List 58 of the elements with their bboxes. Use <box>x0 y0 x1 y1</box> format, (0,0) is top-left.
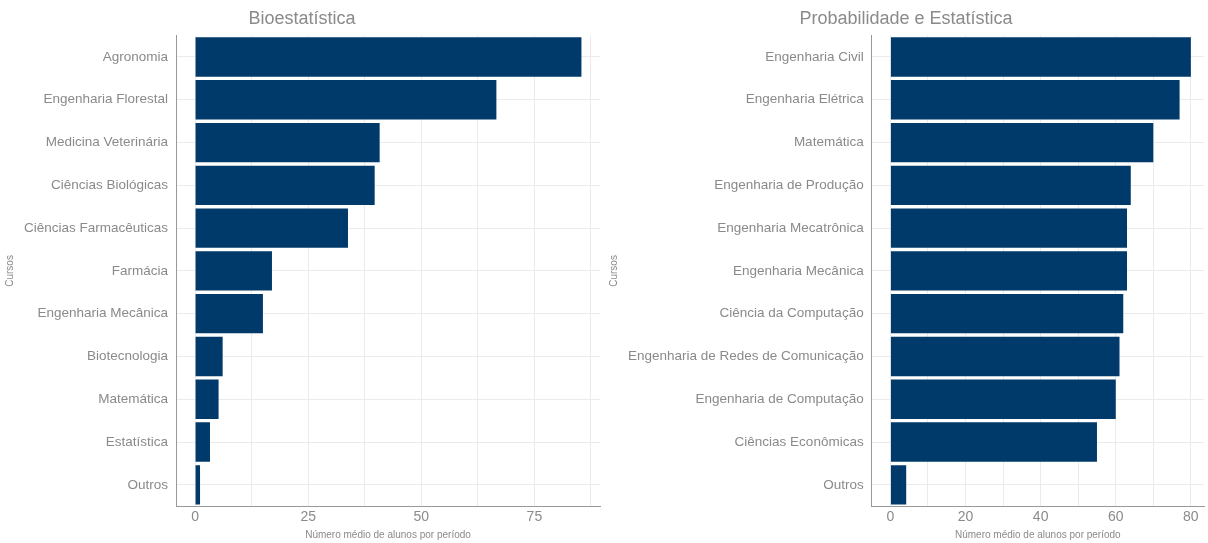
bar <box>890 251 1128 291</box>
y-tick-label: Matemática <box>793 134 865 150</box>
y-axis-title: Cursos <box>607 255 619 287</box>
bar <box>890 208 1128 248</box>
y-tick-label: Engenharia de Redes de Comunicação <box>627 348 864 364</box>
y-tick-label: Medicina Veterinária <box>45 134 169 150</box>
x-tick-label: 75 <box>526 508 543 525</box>
y-tick-label: Engenharia Mecatrônica <box>717 219 865 235</box>
bar <box>890 336 1120 377</box>
y-tick-label: Ciência da Computação <box>719 305 864 321</box>
bar <box>195 165 375 206</box>
y-tick-label: Ciências Econômicas <box>734 433 864 449</box>
y-tick-label: Engenharia de Computação <box>695 390 864 406</box>
x-tick-label: 20 <box>957 508 974 525</box>
bar <box>890 37 1191 77</box>
x-tick-label: 0 <box>191 508 200 525</box>
y-axis-title: Cursos <box>3 255 15 287</box>
bar <box>195 379 219 419</box>
chart-title: Bioestatística <box>248 7 357 28</box>
y-tick-label: Outros <box>127 476 169 492</box>
y-tick-label: Matemática <box>98 390 169 406</box>
bar <box>890 422 1097 462</box>
bar <box>195 37 582 77</box>
x-tick-label: 40 <box>1032 508 1049 525</box>
y-tick-label: Outros <box>823 476 864 492</box>
bar <box>890 294 1124 334</box>
y-tick-label: Engenharia de Produção <box>714 177 864 193</box>
bar <box>890 122 1154 163</box>
y-tick-label: Engenharia Mecânica <box>37 305 169 321</box>
y-tick-label: Engenharia Civil <box>765 48 864 64</box>
y-tick-label: Ciências Farmacêuticas <box>23 219 169 235</box>
y-tick-label: Agronomia <box>102 48 169 64</box>
bar <box>195 122 380 163</box>
y-tick-label: Engenharia Elétrica <box>745 91 865 107</box>
bar <box>890 80 1180 120</box>
x-axis-title: Número médio de alunos por período <box>955 528 1122 540</box>
bar <box>890 465 907 505</box>
y-tick-label: Biotecnologia <box>86 348 169 364</box>
bar <box>890 379 1116 419</box>
bar <box>195 80 497 120</box>
y-tick-label: Farmácia <box>111 262 169 278</box>
chart-title: Probabilidade e Estatística <box>799 7 1014 28</box>
y-tick-label: Estatística <box>105 433 169 449</box>
bar <box>195 294 263 334</box>
x-tick-label: 80 <box>1183 508 1199 525</box>
y-tick-label: Engenharia Florestal <box>43 91 169 107</box>
x-tick-label: 0 <box>886 508 895 525</box>
x-tick-label: 50 <box>413 508 430 525</box>
x-axis-title: Número médio de alunos por período <box>305 528 472 540</box>
x-tick-label: 25 <box>300 508 317 525</box>
bar <box>195 422 210 462</box>
x-tick-label: 60 <box>1107 508 1124 525</box>
bar <box>890 165 1131 206</box>
y-tick-label: Ciências Biológicas <box>50 177 169 193</box>
bar <box>195 251 272 291</box>
bar <box>195 208 348 248</box>
bar <box>195 336 223 377</box>
y-tick-label: Engenharia Mecânica <box>733 262 865 278</box>
